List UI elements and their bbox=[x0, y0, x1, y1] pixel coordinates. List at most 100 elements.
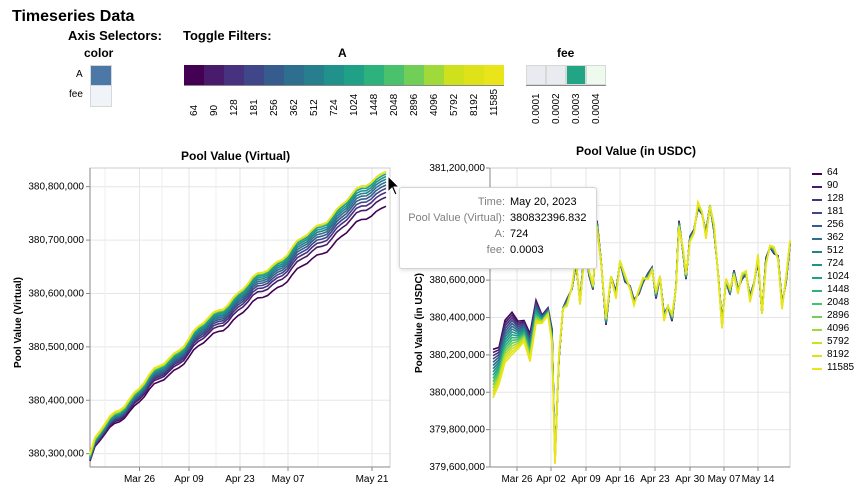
axis-selectors-label: Axis Selectors: bbox=[68, 28, 162, 43]
x-tick-label: May 14 bbox=[742, 474, 775, 485]
right-y-axis-label: Pool Value (in USDC) bbox=[414, 272, 425, 373]
series-line-A-256 bbox=[89, 184, 387, 460]
legend-swatch bbox=[812, 316, 822, 318]
series-line-A-724 bbox=[89, 175, 387, 458]
legend-label: 8192 bbox=[827, 349, 850, 360]
color-option-fee[interactable] bbox=[90, 85, 112, 107]
A-filter-cell-8192[interactable] bbox=[464, 65, 484, 85]
legend-label: 1448 bbox=[827, 284, 850, 295]
y-tick-label: 380,000,000 bbox=[429, 387, 485, 398]
fee-filter-cell-0.0001[interactable] bbox=[526, 65, 546, 85]
legend-swatch bbox=[812, 199, 822, 201]
series-line-A-128 bbox=[89, 191, 387, 461]
legend-swatch bbox=[812, 355, 822, 357]
x-tick-label: Apr 16 bbox=[605, 474, 635, 485]
legend-swatch bbox=[812, 251, 822, 253]
tooltip-key: Time: bbox=[477, 196, 505, 208]
series-line-A-11585 bbox=[89, 170, 387, 454]
y-tick-label: 380,400,000 bbox=[28, 395, 84, 406]
tooltip-key: fee: bbox=[486, 244, 505, 256]
tooltip-key: A: bbox=[494, 228, 505, 240]
A-filter-strip bbox=[184, 65, 504, 86]
tooltip-value: 380832396.832 bbox=[510, 212, 587, 224]
A-filter-cell-724[interactable] bbox=[324, 65, 344, 85]
usdc-series-line-A-11585 bbox=[492, 198, 791, 464]
left-y-axis-label: Pool Value (Virtual) bbox=[13, 277, 24, 368]
legend-swatch bbox=[812, 342, 822, 344]
right-chart-title: Pool Value (in USDC) bbox=[576, 144, 697, 158]
tooltip-key: Pool Value (Virtual): bbox=[408, 212, 505, 224]
y-tick-label: 380,600,000 bbox=[28, 288, 84, 299]
A-filter-cell-1024[interactable] bbox=[344, 65, 364, 85]
y-tick-label: 380,400,000 bbox=[429, 313, 485, 324]
x-tick-label: Apr 23 bbox=[225, 474, 255, 485]
y-tick-label: 380,700,000 bbox=[28, 235, 84, 246]
page-title: Timeseries Data bbox=[12, 8, 135, 25]
legend-label: 2048 bbox=[827, 297, 850, 308]
x-tick-label: Apr 09 bbox=[174, 474, 204, 485]
y-tick-label: 379,800,000 bbox=[429, 425, 485, 436]
legend-swatch bbox=[812, 290, 822, 292]
legend-swatch bbox=[812, 186, 822, 188]
A-filter-cell-4096[interactable] bbox=[424, 65, 444, 85]
y-tick-label: 380,500,000 bbox=[28, 342, 84, 353]
x-tick-label: Apr 23 bbox=[640, 474, 670, 485]
legend-label: 11585 bbox=[827, 362, 855, 373]
fee-filter-strip bbox=[526, 65, 606, 86]
legend-swatch bbox=[812, 173, 822, 175]
fee-filter-cell-0.0003[interactable] bbox=[566, 65, 586, 85]
A-filter-cell-181[interactable] bbox=[244, 65, 264, 85]
y-tick-label: 380,600,000 bbox=[429, 275, 485, 286]
legend-label: 5792 bbox=[827, 336, 850, 347]
legend-swatch bbox=[812, 225, 822, 227]
A-filter-cell-64[interactable] bbox=[184, 65, 204, 85]
A-filter-cell-512[interactable] bbox=[304, 65, 324, 85]
left-chart-title: Pool Value (Virtual) bbox=[181, 149, 291, 163]
series-line-A-64 bbox=[89, 205, 387, 462]
legend-swatch bbox=[812, 303, 822, 305]
tooltip: Time: May 20, 2023 Pool Value (Virtual): 3… bbox=[399, 187, 597, 269]
A-filter-cell-128[interactable] bbox=[224, 65, 244, 85]
chart-pool-value-virtual: 380,300,000 380,400,000 380,500,000 380,600… bbox=[28, 167, 391, 485]
x-tick-label: Mar 26 bbox=[501, 474, 533, 485]
A-filter-cell-90[interactable] bbox=[204, 65, 224, 85]
legend-swatch bbox=[812, 212, 822, 214]
legend-label: 724 bbox=[827, 258, 844, 269]
x-tick-label: Apr 09 bbox=[571, 474, 601, 485]
fee-filter-title: fee bbox=[557, 46, 575, 60]
y-tick-label: 380,800,000 bbox=[28, 182, 84, 193]
tooltip-value: 724 bbox=[510, 228, 529, 240]
A-filter-cell-5792[interactable] bbox=[444, 65, 464, 85]
color-option-fee-label: fee bbox=[69, 89, 83, 100]
legend-swatch bbox=[812, 368, 822, 370]
y-tick-label: 380,300,000 bbox=[28, 449, 84, 460]
color-selector-title: color bbox=[84, 46, 114, 60]
y-tick-label: 379,600,000 bbox=[429, 462, 485, 473]
legend-label: 181 bbox=[827, 206, 844, 217]
legend-label: 362 bbox=[827, 232, 844, 243]
legend-label: 90 bbox=[827, 180, 839, 191]
fee-filter-cell-0.0004[interactable] bbox=[586, 65, 606, 85]
A-filter-cell-2896[interactable] bbox=[404, 65, 424, 85]
tooltip-value: May 20, 2023 bbox=[510, 196, 577, 208]
legend-label: 128 bbox=[827, 193, 844, 204]
x-tick-label: May 07 bbox=[272, 474, 305, 485]
A-filter-cell-11585[interactable] bbox=[484, 65, 504, 85]
legend-swatch bbox=[812, 238, 822, 240]
cursor-icon bbox=[387, 174, 401, 196]
legend-swatch bbox=[812, 277, 822, 279]
y-tick-label: 380,200,000 bbox=[429, 350, 485, 361]
fee-filter-cell-0.0002[interactable] bbox=[546, 65, 566, 85]
series-line-A-362 bbox=[89, 181, 387, 459]
A-filter-cell-2048[interactable] bbox=[384, 65, 404, 85]
color-option-A-label: A bbox=[76, 69, 83, 80]
A-filter-cell-362[interactable] bbox=[284, 65, 304, 85]
x-tick-label: Apr 02 bbox=[536, 474, 566, 485]
A-filter-cell-256[interactable] bbox=[264, 65, 284, 85]
legend-swatch bbox=[812, 264, 822, 266]
A-filter-cell-1448[interactable] bbox=[364, 65, 384, 85]
x-tick-label: Apr 30 bbox=[675, 474, 705, 485]
legend-label: 4096 bbox=[827, 323, 850, 334]
legend-label: 512 bbox=[827, 245, 844, 256]
tooltip-value: 0.0003 bbox=[510, 244, 544, 256]
